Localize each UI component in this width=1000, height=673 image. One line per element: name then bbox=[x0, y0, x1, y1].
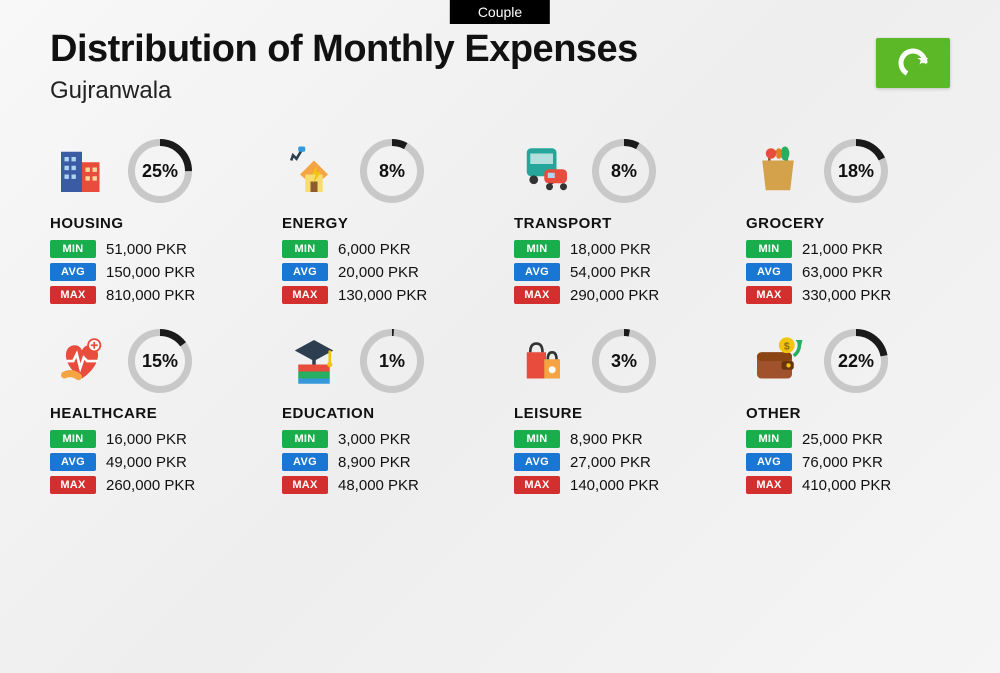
category-card-other: $ 22% OTHER MIN25,000 PKR AVG76,000 PKR … bbox=[746, 329, 950, 499]
min-value: 25,000 PKR bbox=[802, 431, 883, 448]
category-card-energy: 8% ENERGY MIN 6,000 PKR AVG 20,000 PKR MAX… bbox=[282, 139, 486, 309]
min-tag: MIN bbox=[514, 240, 560, 258]
min-value: 21,000 PKR bbox=[802, 241, 883, 258]
flag-pakistan bbox=[876, 38, 950, 88]
percent-donut: 1% bbox=[360, 329, 424, 393]
percent-value: 3% bbox=[592, 329, 656, 393]
max-tag: MAX bbox=[514, 286, 560, 304]
avg-tag: AVG bbox=[50, 453, 96, 471]
avg-value: 20,000 PKR bbox=[338, 264, 419, 281]
energy-icon bbox=[282, 139, 346, 203]
avg-tag: AVG bbox=[282, 453, 328, 471]
page-title: Distribution of Monthly Expenses bbox=[50, 28, 950, 71]
max-value: 810,000 PKR bbox=[106, 287, 195, 304]
max-tag: MAX bbox=[50, 286, 96, 304]
min-tag: MIN bbox=[50, 240, 96, 258]
percent-donut: 8% bbox=[592, 139, 656, 203]
percent-value: 25% bbox=[128, 139, 192, 203]
building-icon bbox=[50, 139, 114, 203]
max-value: 260,000 PKR bbox=[106, 477, 195, 494]
avg-value: 150,000 PKR bbox=[106, 264, 195, 281]
max-value: 330,000 PKR bbox=[802, 287, 891, 304]
category-grid: 25% HOUSING MIN 51,000 PKR AVG 150,000 PKR… bbox=[0, 115, 1000, 529]
avg-tag: AVG bbox=[514, 263, 560, 281]
max-value: 140,000 PKR bbox=[570, 477, 659, 494]
category-name: GROCERY bbox=[746, 215, 950, 232]
max-tag: MAX bbox=[746, 476, 792, 494]
percent-donut: 18% bbox=[824, 139, 888, 203]
max-tag: MAX bbox=[282, 286, 328, 304]
min-value: 8,900 PKR bbox=[570, 431, 643, 448]
category-card-education: 1% EDUCATION MIN 3,000 PKR AVG 8,900 PKR M… bbox=[282, 329, 486, 499]
transport-icon bbox=[514, 139, 578, 203]
category-card-housing: 25% HOUSING MIN 51,000 PKR AVG 150,000 PKR… bbox=[50, 139, 254, 309]
min-value: 18,000 PKR bbox=[570, 241, 651, 258]
percent-donut: 3% bbox=[592, 329, 656, 393]
max-tag: MAX bbox=[282, 476, 328, 494]
min-tag: MIN bbox=[746, 430, 792, 448]
category-name: OTHER bbox=[746, 405, 950, 422]
category-name: LEISURE bbox=[514, 405, 718, 422]
avg-value: 27,000 PKR bbox=[570, 454, 651, 471]
percent-value: 8% bbox=[592, 139, 656, 203]
percent-donut: 8% bbox=[360, 139, 424, 203]
avg-tag: AVG bbox=[282, 263, 328, 281]
percent-value: 15% bbox=[128, 329, 192, 393]
avg-value: 49,000 PKR bbox=[106, 454, 187, 471]
min-value: 3,000 PKR bbox=[338, 431, 411, 448]
category-card-grocery: 18% GROCERY MIN21,000 PKR AVG63,000 PKR … bbox=[746, 139, 950, 309]
category-card-leisure: 3% LEISURE MIN 8,900 PKR AVG 27,000 PKR MA… bbox=[514, 329, 718, 499]
avg-tag: AVG bbox=[746, 263, 792, 281]
percent-donut: 15% bbox=[128, 329, 192, 393]
min-tag: MIN bbox=[50, 430, 96, 448]
avg-tag: AVG bbox=[746, 453, 792, 471]
category-name: HOUSING bbox=[50, 215, 254, 232]
category-name: TRANSPORT bbox=[514, 215, 718, 232]
category-name: ENERGY bbox=[282, 215, 486, 232]
min-tag: MIN bbox=[282, 430, 328, 448]
max-tag: MAX bbox=[514, 476, 560, 494]
avg-value: 54,000 PKR bbox=[570, 264, 651, 281]
category-card-transport: 8% TRANSPORT MIN 18,000 PKR AVG 54,000 PKR… bbox=[514, 139, 718, 309]
percent-donut: 22% bbox=[824, 329, 888, 393]
max-tag: MAX bbox=[746, 286, 792, 304]
max-tag: MAX bbox=[50, 476, 96, 494]
max-value: 410,000 PKR bbox=[802, 477, 891, 494]
max-value: 48,000 PKR bbox=[338, 477, 419, 494]
grocery-icon bbox=[746, 139, 810, 203]
max-value: 130,000 PKR bbox=[338, 287, 427, 304]
min-value: 51,000 PKR bbox=[106, 241, 187, 258]
min-tag: MIN bbox=[746, 240, 792, 258]
page-subtitle: Gujranwala bbox=[50, 77, 950, 105]
svg-text:$: $ bbox=[784, 341, 790, 353]
avg-value: 63,000 PKR bbox=[802, 264, 883, 281]
avg-tag: AVG bbox=[50, 263, 96, 281]
header: Distribution of Monthly Expenses Gujranw… bbox=[0, 0, 1000, 115]
percent-value: 22% bbox=[824, 329, 888, 393]
avg-value: 8,900 PKR bbox=[338, 454, 411, 471]
healthcare-icon bbox=[50, 329, 114, 393]
max-value: 290,000 PKR bbox=[570, 287, 659, 304]
min-value: 16,000 PKR bbox=[106, 431, 187, 448]
category-card-healthcare: 15% HEALTHCARE MIN 16,000 PKR AVG 49,000 P… bbox=[50, 329, 254, 499]
leisure-icon bbox=[514, 329, 578, 393]
percent-value: 18% bbox=[824, 139, 888, 203]
category-name: HEALTHCARE bbox=[50, 405, 254, 422]
avg-value: 76,000 PKR bbox=[802, 454, 883, 471]
category-name: EDUCATION bbox=[282, 405, 486, 422]
education-icon bbox=[282, 329, 346, 393]
percent-value: 8% bbox=[360, 139, 424, 203]
min-value: 6,000 PKR bbox=[338, 241, 411, 258]
min-tag: MIN bbox=[282, 240, 328, 258]
percent-value: 1% bbox=[360, 329, 424, 393]
avg-tag: AVG bbox=[514, 453, 560, 471]
percent-donut: 25% bbox=[128, 139, 192, 203]
wallet-icon: $ bbox=[746, 329, 810, 393]
min-tag: MIN bbox=[514, 430, 560, 448]
